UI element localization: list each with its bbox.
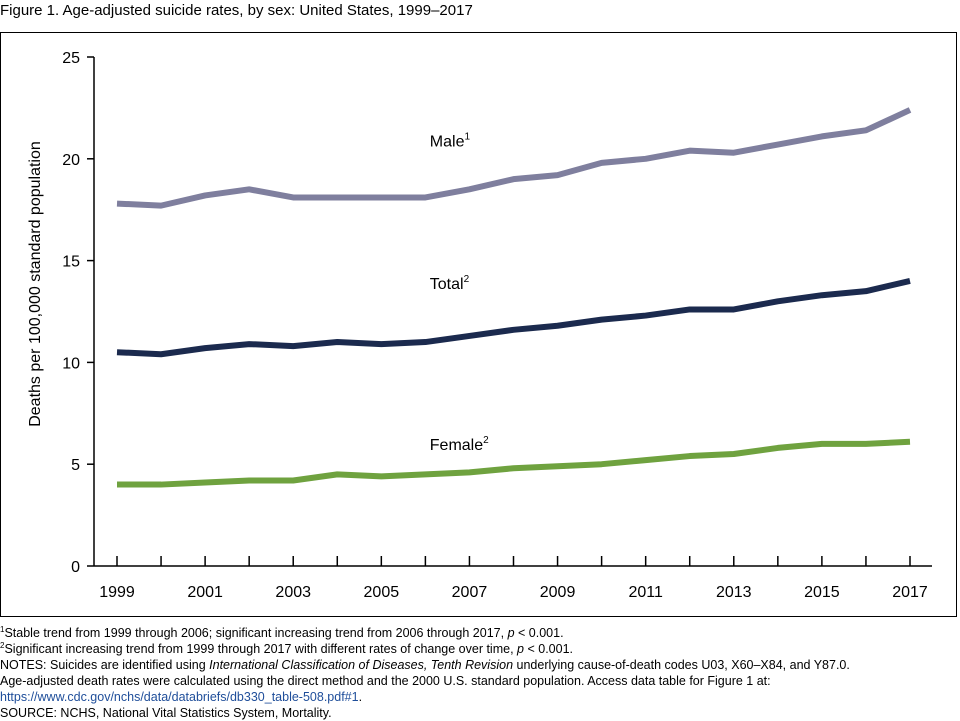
x-axis: 1999 2001 2003 2005 2007 2009 2011 2013 2015 2017 — [94, 556, 932, 601]
line-chart: 0 5 10 15 20 25 1999 2001 2003 2005 2007 2009 2011 2… — [27, 50, 932, 601]
y-tick-label: 5 — [71, 457, 80, 474]
series-label-female: Female2 — [430, 435, 489, 454]
figure-title: Figure 1. Age-adjusted suicide rates, by… — [0, 2, 473, 19]
series-label-male: Male1 — [430, 132, 471, 151]
x-tick-label: 2005 — [364, 584, 400, 601]
footnote-1-marker: 1 — [0, 624, 5, 634]
footnote-2-tail: < 0.001. — [527, 642, 574, 656]
y-tick-label: 0 — [71, 559, 80, 576]
series-lines — [116, 107, 912, 488]
notes-prefix: NOTES: Suicides are identified using — [0, 658, 206, 672]
x-tick-label: 2003 — [275, 584, 311, 601]
x-tick-label: 2001 — [187, 584, 223, 601]
series-line-total — [116, 278, 911, 358]
y-tick-label: 25 — [62, 50, 80, 67]
data-table-link-period: . — [358, 690, 363, 704]
footnote-1-text: Stable trend from 1999 through 2006; sig… — [4, 626, 505, 640]
y-axis-title: Deaths per 100,000 standard population — [27, 141, 44, 427]
footnotes: 1Stable trend from 1999 through 2006; si… — [0, 625, 960, 721]
series-labels: Male1 Total2 Female2 — [430, 132, 489, 454]
x-tick-label: 1999 — [99, 584, 135, 601]
x-tick-label: 2011 — [628, 584, 663, 601]
footnote-2-marker: 2 — [0, 640, 5, 650]
data-table-link[interactable]: https://www.cdc.gov/nchs/data/databriefs… — [0, 690, 359, 704]
footnote-1-p: p — [507, 626, 515, 640]
x-tick-label: 2009 — [540, 584, 576, 601]
series-label-total: Total2 — [430, 274, 470, 293]
footnote-1-tail: < 0.001. — [518, 626, 564, 640]
source-line: SOURCE: NCHS, National Vital Statistics … — [0, 706, 332, 720]
footnote-2-text: Significant increasing trend from 1999 t… — [4, 642, 514, 656]
method-line: Age-adjusted death rates were calculated… — [0, 674, 771, 688]
series-line-female — [117, 438, 911, 488]
y-tick-label: 20 — [62, 152, 80, 169]
notes-line: NOTES: Suicides are identified using Int… — [0, 657, 960, 673]
y-tick-label: 10 — [62, 355, 80, 372]
footnote-2: 2Significant increasing trend from 1999 … — [0, 641, 960, 657]
y-axis: 0 5 10 15 20 25 — [62, 50, 95, 576]
footnote-2-p: p — [517, 642, 524, 656]
x-tick-label: 2015 — [804, 584, 840, 601]
notes-suffix: underlying cause-of-death codes U03, X60… — [516, 658, 850, 672]
x-tick-label: 2017 — [892, 584, 928, 601]
chart-frame — [0, 32, 957, 617]
notes-icd: International Classification of Diseases… — [209, 658, 514, 672]
data-table-line: https://www.cdc.gov/nchs/data/databriefs… — [0, 689, 960, 705]
x-tick-label: 2007 — [452, 584, 488, 601]
series-line-male — [116, 107, 912, 209]
y-tick-label: 15 — [62, 254, 80, 271]
footnote-1: 1Stable trend from 1999 through 2006; si… — [0, 625, 960, 641]
x-tick-label: 2013 — [716, 584, 752, 601]
